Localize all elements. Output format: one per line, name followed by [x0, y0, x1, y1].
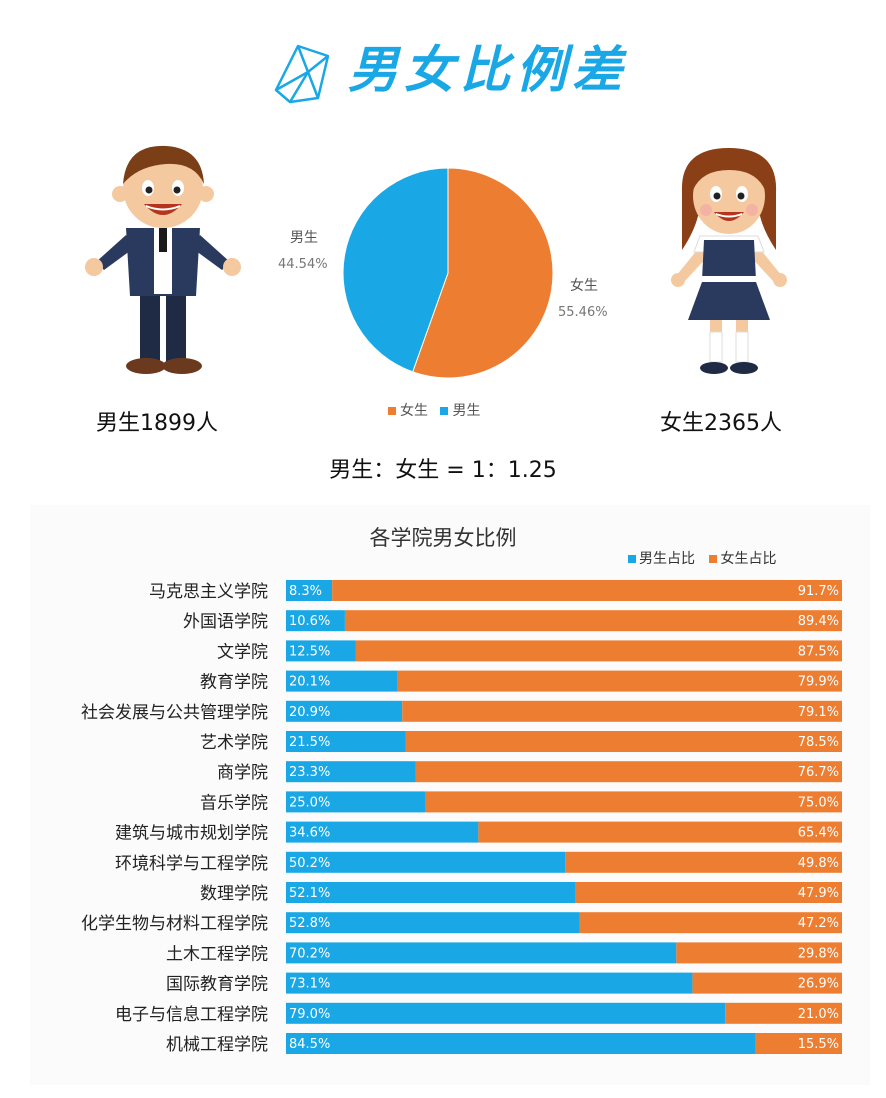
header: 男女比例差 [0, 30, 886, 110]
pie-legend-label-female: 女生 [400, 403, 428, 419]
pie-legend-item-female: 女生 [388, 403, 432, 419]
pie-slice-female [412, 167, 554, 379]
bar-legend-item-male: 男生占比 [628, 551, 699, 567]
pie-label-female: 女生 [570, 277, 598, 294]
bar-legend-swatch-male [628, 555, 636, 563]
pie-slice-male [342, 167, 449, 373]
girl-cartoon-icon [671, 148, 787, 374]
boy-count-label: 男生1899人 [96, 411, 218, 436]
bar-legend-item-female: 女生占比 [709, 551, 776, 567]
girl-count-label: 女生2365人 [660, 411, 782, 436]
boy-cartoon-icon [85, 145, 241, 374]
origami-crystal-icon [274, 44, 330, 104]
bar-legend-label-male: 男生占比 [639, 551, 695, 567]
pie-legend: 女生 男生 [388, 400, 488, 420]
page-title: 男女比例差 [348, 41, 628, 99]
pie-pct-male: 44.54% [278, 257, 328, 272]
bar-chart-title: 各学院男女比例 [369, 526, 517, 550]
gender-pie-chart: 男生 44.54% 女生 55.46% [278, 167, 608, 379]
pie-pct-female: 55.46% [558, 305, 608, 320]
bar-legend-label-female: 女生占比 [720, 551, 777, 567]
pie-label-male: 男生 [290, 230, 318, 246]
bar-chart-legend: 男生占比 女生占比 [628, 548, 786, 568]
gender-ratio-text: 男生：女生 = 1：1.25 [329, 458, 557, 483]
bar-legend-swatch-female [709, 555, 718, 563]
bar-chart-panel [30, 505, 870, 1085]
pie-legend-item-male: 男生 [440, 403, 480, 419]
pie-legend-label-male: 男生 [452, 403, 481, 419]
pie-legend-swatch-female [388, 407, 396, 415]
pie-legend-swatch-male [440, 407, 449, 415]
